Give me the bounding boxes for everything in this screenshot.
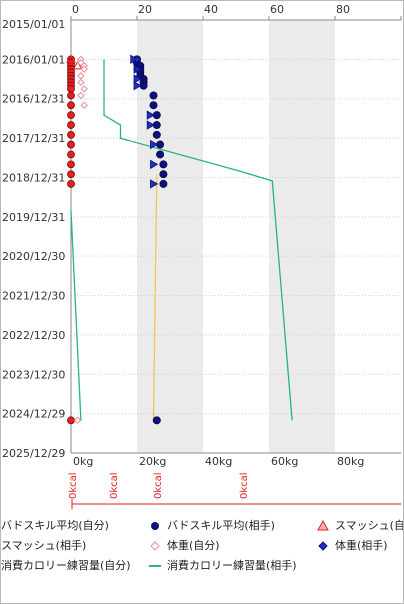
data-point [150,139,159,150]
data-point [67,170,75,179]
legend-diamond-pink-icon [150,541,160,551]
data-point [77,78,85,87]
y-tick-label: 2020/12/30 [2,250,65,263]
x-bottom-tick-label: 40kg [205,455,232,468]
y-tick-label: 2023/12/30 [2,368,65,381]
y-tick-label: 2019/12/31 [2,211,65,224]
y-tick-label: 2021/12/30 [2,290,65,303]
data-point [66,54,76,63]
data-point [67,111,75,120]
legend-label: スマッシュ(相手) [1,539,87,552]
data-point [80,65,88,73]
data-point [72,60,83,70]
data-point [67,140,75,149]
legend-row: バドスキル平均(自分) バドスキル平均(相手) スマッシュ(自 [1,516,403,536]
data-point [156,150,165,159]
kcal-tick-label: 0kcal [239,472,250,499]
legend-diamond-blue-icon [318,541,328,551]
data-point [77,91,85,100]
x-bottom-tick-label: 80kg [337,455,364,468]
data-point [133,74,142,84]
legend-label: スマッシュ(自 [335,519,404,532]
grid-band [137,20,203,453]
data-point [77,72,85,80]
data-point [67,416,75,425]
data-point [73,416,82,425]
data-point [159,179,168,188]
series-line [152,174,158,421]
kcal-tick-label: 0kcal [109,472,120,499]
data-point [80,101,88,109]
data-point [133,65,141,73]
data-point [80,85,88,93]
x-top-tick-label: 0 [72,3,79,16]
grid-band [269,20,335,453]
legend-label: バドスキル平均(相手) [167,519,275,532]
data-point [149,91,158,100]
y-tick-label: 2016/01/01 [2,53,65,66]
x-bottom-tick-label: 60kg [271,455,298,468]
legend-label: 体重(自分) [167,539,220,552]
data-point [67,121,75,129]
data-point [67,180,75,188]
data-point [146,120,156,130]
data-point [152,130,161,139]
x-top-tick-label: 60 [270,3,284,16]
x-bottom-tick-label: 20kg [139,455,166,468]
y-tick-label: 2018/12/31 [2,171,65,184]
y-tick-label: 2024/12/29 [2,408,65,421]
y-tick-label: 2016/12/31 [2,93,65,106]
data-point [150,179,159,189]
kcal-tick-label: 0kcal [68,472,79,499]
y-tick-label: 2022/12/30 [2,329,65,342]
legend-label: 消費カロリー練習量(相手) [167,559,297,572]
data-point [67,150,75,159]
kcal-tick-label: 0kcal [153,472,164,499]
data-point [150,159,159,170]
legend-row: 消費カロリー練習量(自分) 消費カロリー練習量(相手) [1,556,403,576]
data-point [133,80,142,91]
data-point [159,170,168,179]
data-point [67,130,75,139]
series-line [70,210,82,421]
data-point [159,160,168,169]
legend-line-teal-icon [149,565,161,567]
x-top-tick-label: 80 [336,3,350,16]
data-point [149,101,158,110]
legend: バドスキル平均(自分) バドスキル平均(相手) スマッシュ(自スマッシュ(相手) 体重… [1,516,403,576]
x-bottom-tick-label: 0kg [73,455,93,468]
data-point [146,110,156,120]
data-point [152,416,161,425]
data-point [133,55,141,63]
legend-label: 体重(相手) [335,539,388,552]
x-top-tick-label: 40 [204,3,218,16]
legend-row: スマッシュ(相手) 体重(自分) 体重(相手) [1,536,403,556]
y-tick-label: 2017/12/31 [2,132,65,145]
legend-triangle-red-icon [317,519,329,531]
series-line [103,59,293,421]
y-tick-label: 2025/12/29 [2,447,65,460]
data-point [67,160,75,169]
data-point [67,91,75,100]
legend-label: バドスキル平均(自分) [1,519,109,532]
y-tick-label: 2015/01/01 [2,18,65,31]
x-top-tick-label: 10 [402,3,403,16]
data-point [67,85,75,93]
legend-circle-blue-icon [151,522,159,530]
data-point [67,101,75,110]
x-top-tick-label: 20 [138,3,152,16]
legend-label: 消費カロリー練習量(自分) [1,559,131,572]
